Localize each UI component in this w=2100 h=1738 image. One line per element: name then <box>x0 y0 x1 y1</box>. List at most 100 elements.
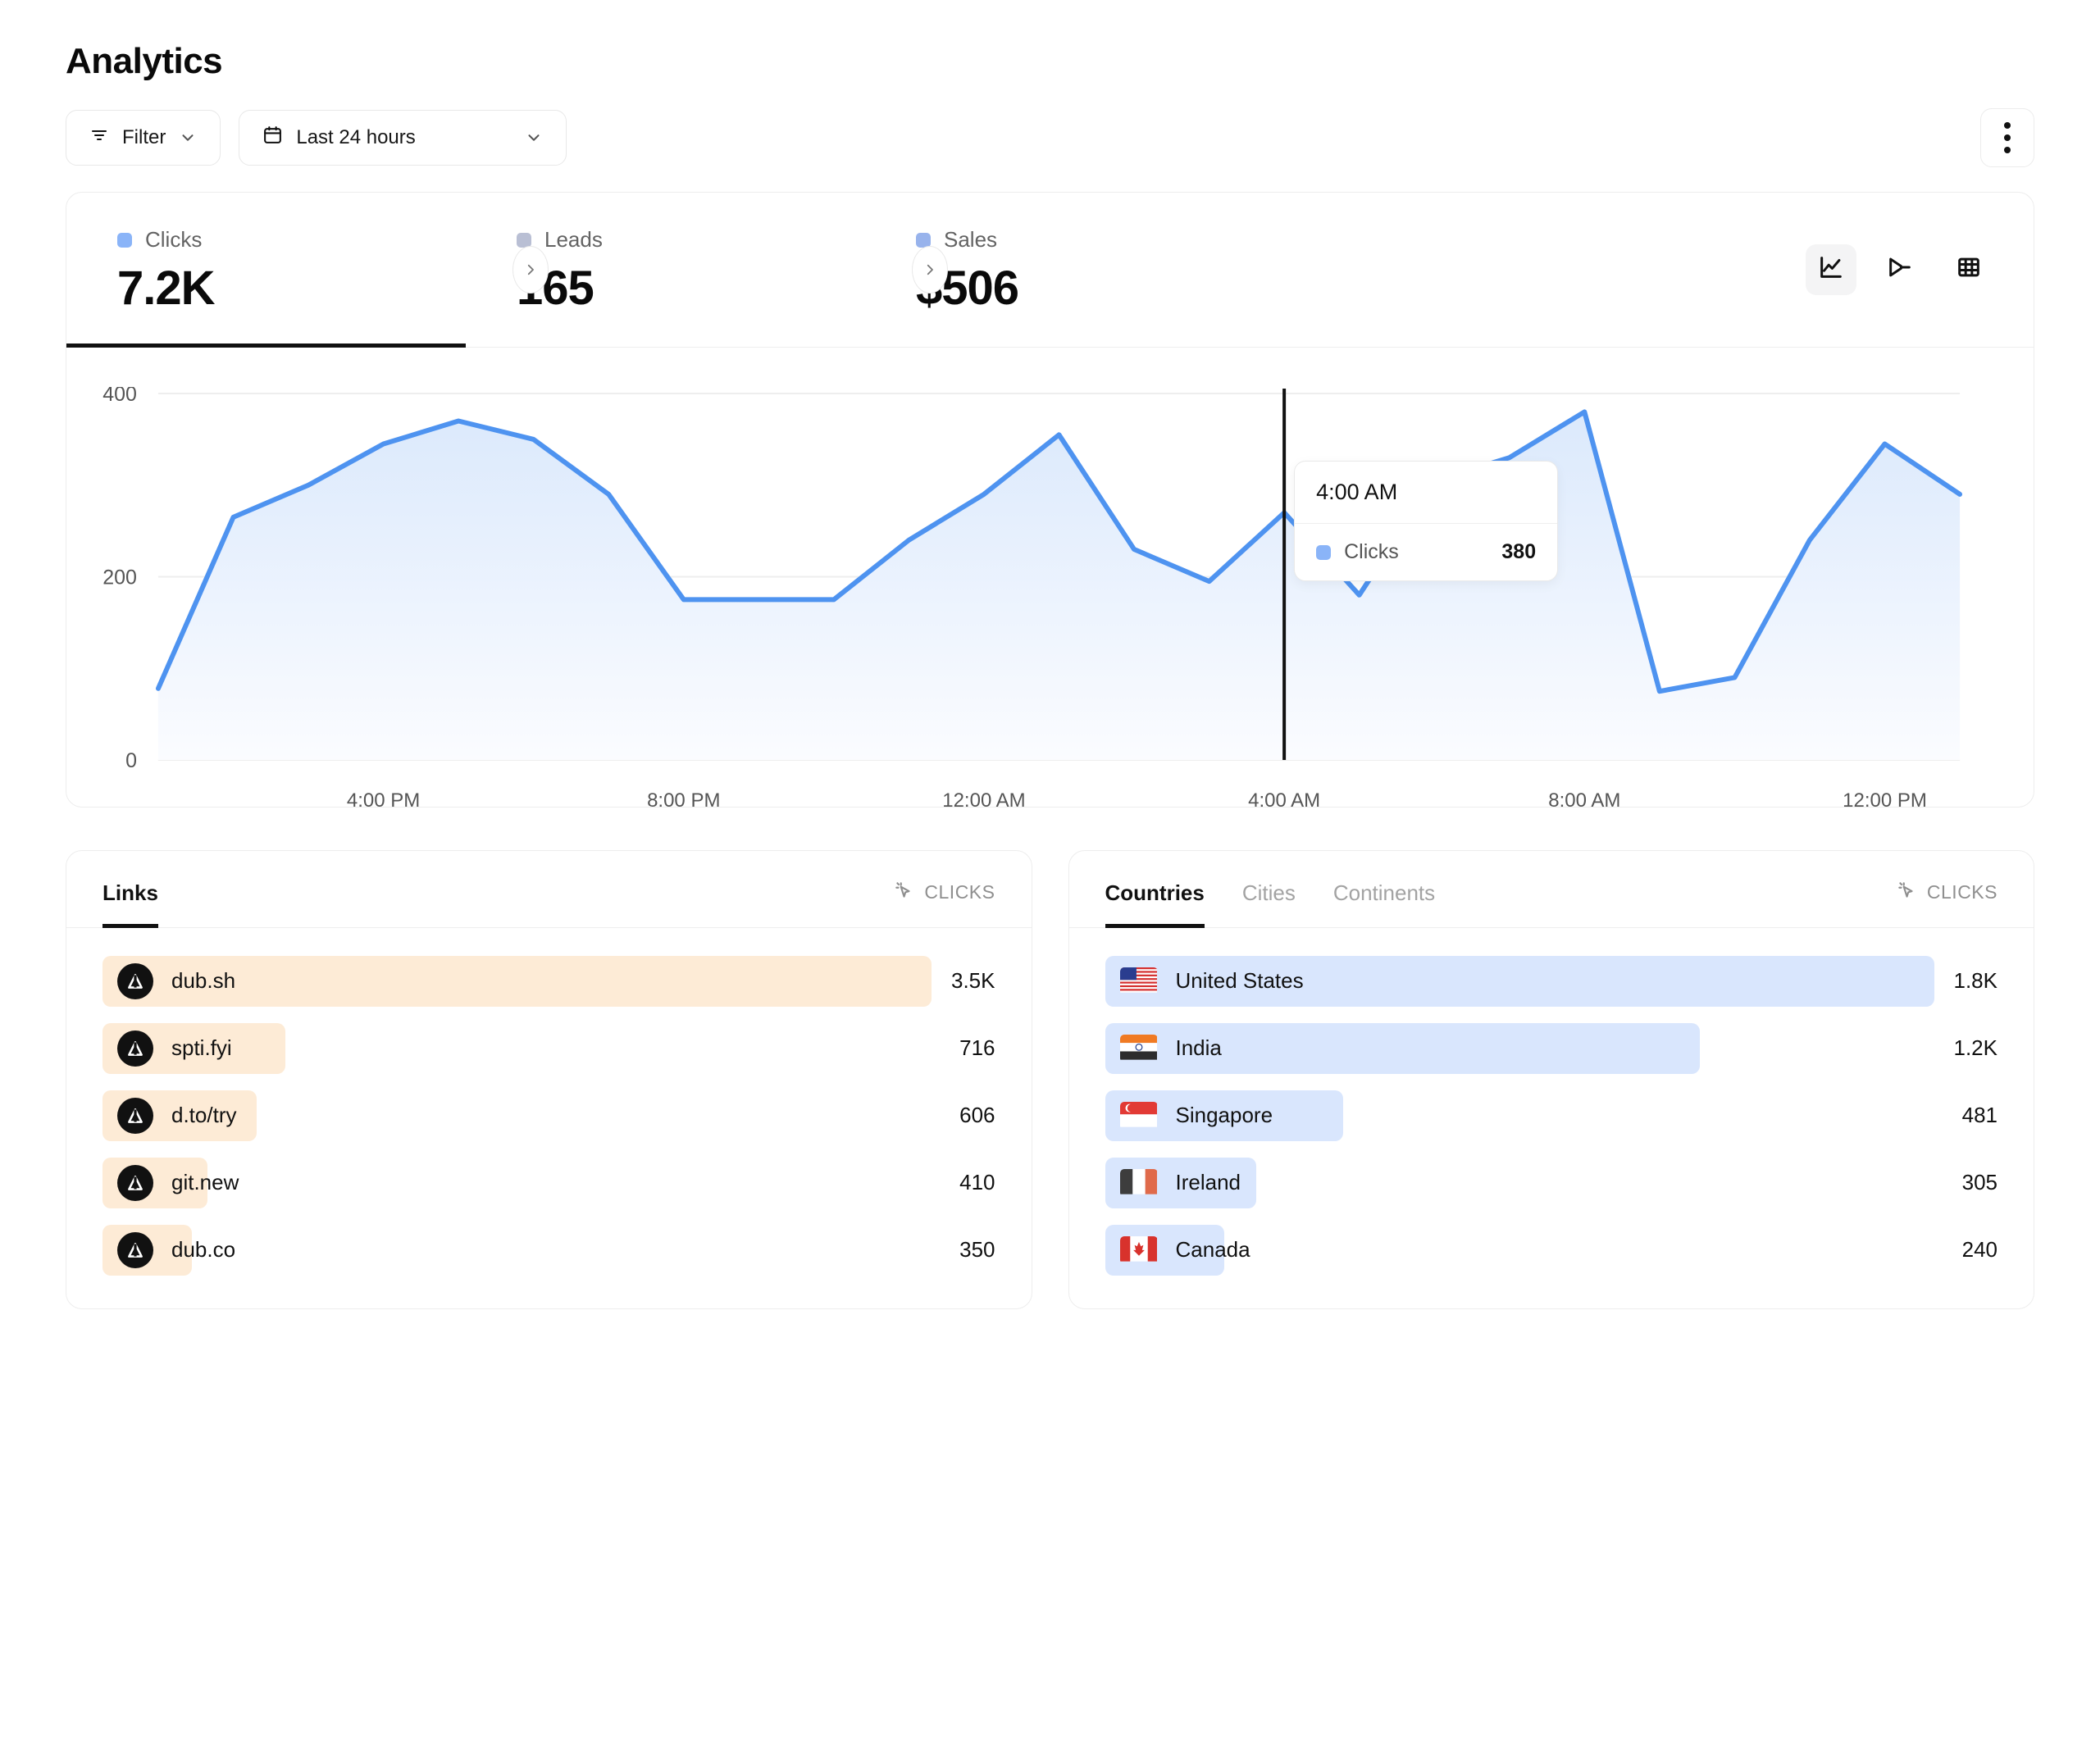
row-bar: dub.co <box>102 1224 235 1276</box>
row-bar: dub.sh <box>102 955 932 1007</box>
svg-text:0: 0 <box>125 749 137 772</box>
list-item[interactable]: Singapore 481 <box>1105 1090 1998 1141</box>
row-label: spti.fyi <box>171 1035 232 1061</box>
x-tick-label: 8:00 AM <box>1548 789 1621 812</box>
row-label: India <box>1175 1035 1222 1061</box>
links-tab-list: Links <box>102 851 158 929</box>
date-range-label: Last 24 hours <box>296 126 416 148</box>
x-tick-label: 4:00 PM <box>346 789 421 812</box>
chart-tooltip: 4:00 AM Clicks 380 <box>1294 461 1559 582</box>
list-item[interactable]: dub.sh 3.5K <box>102 955 995 1007</box>
svg-text:400: 400 <box>102 387 137 406</box>
funnel-icon <box>1886 253 1914 285</box>
table-view-button[interactable] <box>1943 243 1994 295</box>
tab-links[interactable]: Links <box>102 880 158 929</box>
filter-button[interactable]: Filter <box>66 110 221 166</box>
flag-in-icon <box>1119 1034 1158 1062</box>
tooltip-series-label: Clicks <box>1344 540 1399 564</box>
links-panel-header: Links CLICKS <box>66 851 1032 929</box>
tooltip-series-dot <box>1316 544 1332 560</box>
row-value: 305 <box>1961 1170 1998 1195</box>
list-item[interactable]: United States 1.8K <box>1105 955 1998 1007</box>
row-label: United States <box>1175 968 1304 994</box>
chart-plot-area: 0 200 400 4:00 PM 8:00 PM 12:00 AM 4:00 AM 8:0… <box>66 348 2034 812</box>
flag-ie-icon <box>1119 1168 1158 1197</box>
filter-icon <box>89 125 109 151</box>
list-item[interactable]: d.to/try 606 <box>102 1090 995 1141</box>
more-options-button[interactable] <box>1980 108 2034 167</box>
list-item[interactable]: spti.fyi 716 <box>102 1022 995 1074</box>
cursor-click-icon <box>1896 880 1917 906</box>
links-panel: Links CLICKS dub.sh 3.5K spti.fyi 716 d.to/t… <box>66 849 1032 1309</box>
chart-x-axis: 4:00 PM 8:00 PM 12:00 AM 4:00 AM 8:00 AM 12:0… <box>66 789 2034 829</box>
svg-text:200: 200 <box>102 566 137 589</box>
view-toggle-group <box>1806 243 1994 295</box>
dub-logo-icon <box>117 1030 153 1067</box>
row-value: 240 <box>1961 1237 1998 1263</box>
row-bar: Ireland <box>1105 1157 1256 1208</box>
more-vertical-icon <box>2004 120 2011 157</box>
geo-panel: Countries Cities Continents CLICKS United … <box>1068 849 2034 1309</box>
row-bar: United States <box>1105 955 1934 1007</box>
links-list: dub.sh 3.5K spti.fyi 716 d.to/try 606 git.new 4… <box>66 928 1032 1308</box>
date-range-button[interactable]: Last 24 hours <box>239 110 567 166</box>
row-label: Canada <box>1175 1237 1250 1263</box>
row-label: Singapore <box>1175 1103 1273 1128</box>
row-value: 481 <box>1961 1103 1998 1128</box>
filter-label: Filter <box>122 126 166 148</box>
cursor-click-icon <box>893 880 914 906</box>
tab-countries[interactable]: Countries <box>1105 880 1205 929</box>
metric-label: Sales <box>944 227 998 252</box>
chevron-down-icon <box>525 129 543 147</box>
row-value: 410 <box>959 1170 995 1195</box>
row-value: 716 <box>959 1035 995 1061</box>
row-value: 350 <box>959 1237 995 1263</box>
row-bar: India <box>1105 1022 1701 1074</box>
row-bar: Canada <box>1105 1224 1250 1276</box>
x-tick-label: 8:00 PM <box>647 789 721 812</box>
geo-tab-list: Countries Cities Continents <box>1105 851 1436 929</box>
tooltip-series-value: 380 <box>1501 540 1537 564</box>
dub-logo-icon <box>117 1164 153 1201</box>
list-item[interactable]: git.new 410 <box>102 1157 995 1208</box>
row-label: d.to/try <box>171 1103 237 1128</box>
links-metric-tag[interactable]: CLICKS <box>893 880 995 927</box>
metric-tab-clicks[interactable]: Clicks 7.2K <box>66 193 466 348</box>
tab-continents[interactable]: Continents <box>1332 880 1436 905</box>
dub-logo-icon <box>117 962 153 999</box>
row-value: 606 <box>959 1103 995 1128</box>
metric-next-arrow-1[interactable] <box>512 245 549 293</box>
metric-tabs: Clicks 7.2K Leads 165 Sales <box>66 193 2034 348</box>
flag-us-icon <box>1119 967 1158 995</box>
list-item[interactable]: Ireland 305 <box>1105 1157 1998 1208</box>
row-label: Ireland <box>1175 1170 1241 1195</box>
geo-list: United States 1.8K India 1.2K Singapore 481 Ir… <box>1069 928 2034 1308</box>
row-label: dub.sh <box>171 968 236 994</box>
list-item[interactable]: Canada 240 <box>1105 1224 1998 1276</box>
chevron-down-icon <box>179 129 197 147</box>
metric-next-arrow-2[interactable] <box>912 245 948 293</box>
flag-ca-icon <box>1119 1235 1158 1264</box>
row-bar: d.to/try <box>102 1090 257 1141</box>
page-title: Analytics <box>66 41 223 81</box>
tab-cities[interactable]: Cities <box>1241 880 1296 905</box>
metric-label: Leads <box>544 227 603 252</box>
line-chart-view-button[interactable] <box>1806 243 1856 295</box>
metric-label: Clicks <box>145 227 203 252</box>
list-item[interactable]: India 1.2K <box>1105 1022 1998 1074</box>
x-tick-label: 12:00 AM <box>942 789 1026 812</box>
flag-sg-icon <box>1119 1101 1158 1130</box>
metric-value: 7.2K <box>117 262 216 315</box>
row-value: 3.5K <box>951 968 995 994</box>
geo-metric-tag[interactable]: CLICKS <box>1896 880 1998 927</box>
row-value: 1.8K <box>1953 968 1998 994</box>
clicks-legend-dot <box>117 232 132 248</box>
analytics-chart-card: Clicks 7.2K Leads 165 Sales <box>66 192 2034 812</box>
tooltip-time: 4:00 AM <box>1295 462 1558 525</box>
funnel-view-button[interactable] <box>1875 243 1925 295</box>
tooltip-row: Clicks 380 <box>1295 524 1557 580</box>
dub-logo-icon <box>117 1231 153 1268</box>
line-chart-icon <box>1817 253 1845 285</box>
list-item[interactable]: dub.co 350 <box>102 1224 995 1276</box>
